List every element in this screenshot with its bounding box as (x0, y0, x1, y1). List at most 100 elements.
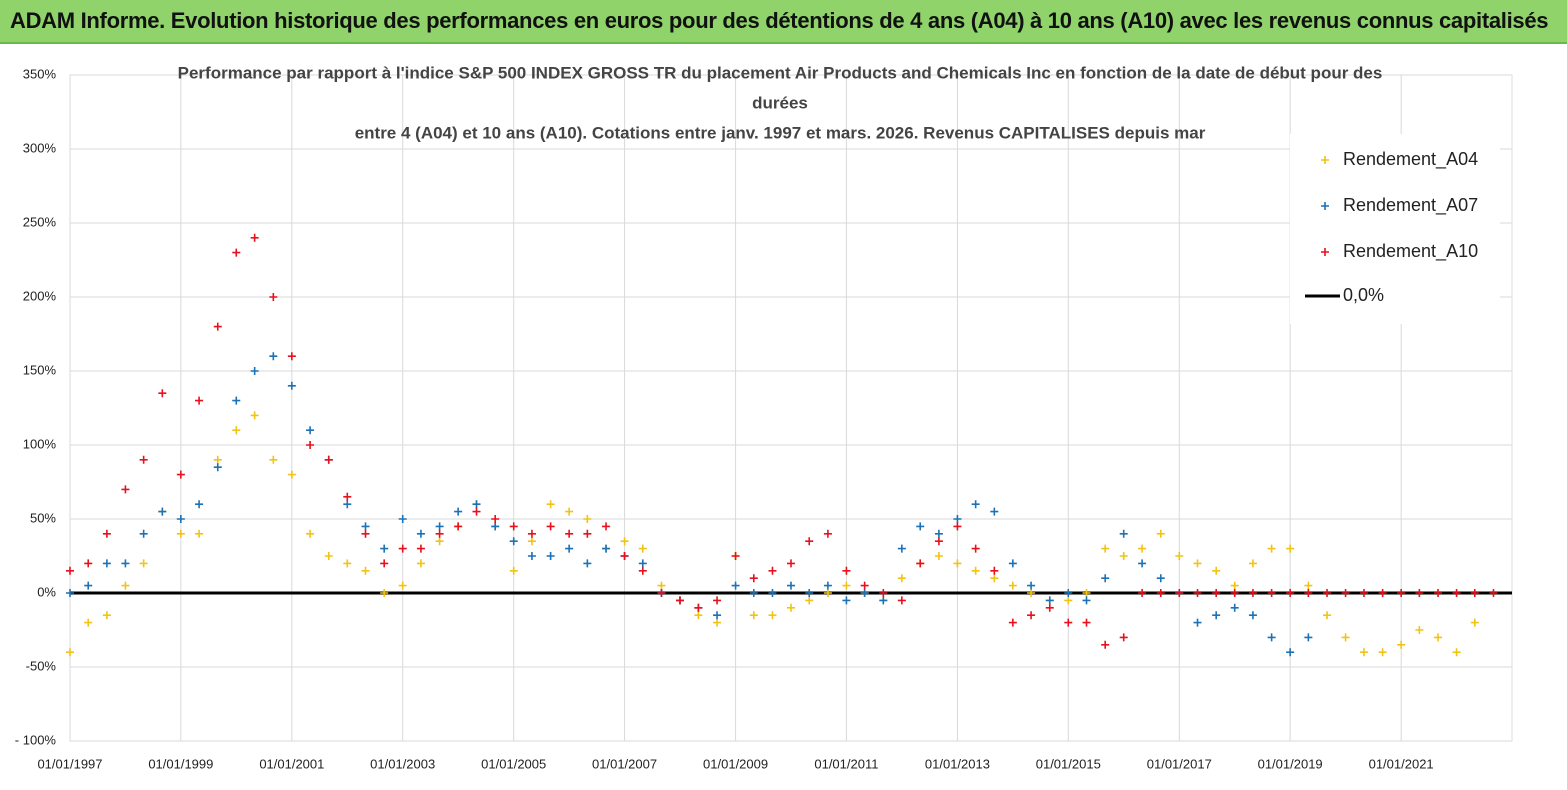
y-tick-label: 200% (23, 288, 57, 303)
point (805, 589, 814, 597)
point (343, 500, 352, 509)
point (731, 581, 740, 590)
point (195, 396, 204, 405)
point (971, 544, 980, 553)
header-title: ADAM Informe. Evolution historique des p… (10, 8, 1549, 33)
point (565, 544, 574, 553)
point (102, 529, 111, 538)
y-tick-label: 350% (23, 66, 57, 81)
point (823, 589, 832, 597)
point (953, 515, 962, 523)
point (879, 589, 888, 597)
point (1138, 544, 1147, 553)
point (158, 507, 167, 516)
point (1230, 581, 1239, 590)
x-tick-label: 01/01/2021 (1369, 756, 1434, 771)
point (731, 552, 740, 560)
chart-title: entre 4 (A04) et 10 ans (A10). Cotations… (355, 123, 1206, 142)
point (805, 596, 814, 605)
point (1230, 603, 1239, 612)
point (1230, 589, 1239, 597)
point (787, 603, 795, 612)
point (565, 507, 574, 516)
point (1378, 589, 1387, 597)
point (953, 522, 962, 531)
point (361, 522, 370, 531)
point (1064, 589, 1073, 597)
point (232, 426, 241, 435)
point (1082, 596, 1091, 605)
point (583, 515, 592, 523)
point (1193, 559, 1202, 568)
x-tick-label: 01/01/1997 (37, 756, 102, 771)
point (269, 455, 278, 464)
point (1452, 589, 1461, 597)
point (1193, 589, 1202, 597)
point (842, 566, 851, 575)
point (509, 522, 518, 531)
point (842, 581, 851, 590)
point (1248, 589, 1257, 597)
point (1248, 611, 1257, 620)
legend-label: 0,0% (1343, 285, 1384, 305)
x-tick-label: 01/01/2007 (592, 756, 657, 771)
point (250, 367, 259, 375)
point (1064, 618, 1073, 627)
point (1212, 566, 1221, 575)
x-tick-label: 01/01/2017 (1147, 756, 1212, 771)
point (1415, 589, 1424, 597)
point (971, 500, 980, 509)
point (546, 522, 555, 531)
point (509, 566, 518, 575)
point (602, 544, 611, 553)
point (232, 248, 241, 257)
point (1008, 618, 1017, 627)
point (213, 455, 222, 464)
point (416, 544, 425, 553)
point (176, 470, 185, 479)
point (1156, 589, 1165, 597)
point (121, 559, 130, 568)
point (638, 559, 647, 568)
point (1045, 603, 1054, 612)
point (1267, 544, 1276, 553)
point (1434, 633, 1443, 642)
point (1027, 611, 1036, 620)
point (1008, 559, 1017, 568)
point (472, 500, 481, 509)
point (713, 611, 722, 620)
point (879, 596, 888, 605)
point (1378, 648, 1387, 657)
point (1027, 589, 1036, 597)
y-tick-label: 300% (23, 140, 57, 155)
point (102, 559, 111, 568)
point (638, 544, 647, 553)
point (953, 559, 962, 568)
chart-title: Performance par rapport à l'indice S&P 5… (178, 63, 1383, 82)
point (1489, 589, 1498, 597)
point (897, 544, 906, 553)
point (1304, 633, 1313, 642)
point (454, 507, 463, 516)
point (1008, 581, 1017, 590)
point (66, 589, 74, 597)
x-tick-label: 01/01/2001 (259, 756, 324, 771)
point (1156, 529, 1165, 538)
point (1397, 640, 1406, 649)
point (860, 589, 869, 597)
x-tick-label: 01/01/2003 (370, 756, 435, 771)
point (805, 537, 814, 546)
point (324, 455, 333, 464)
point (1101, 640, 1110, 649)
point (84, 581, 93, 590)
point (1101, 544, 1110, 553)
point (527, 537, 536, 546)
point (1341, 633, 1350, 642)
point (361, 529, 370, 538)
point (602, 522, 611, 531)
point (102, 611, 111, 620)
point (1286, 589, 1295, 597)
point (1267, 633, 1276, 642)
point (435, 537, 444, 546)
